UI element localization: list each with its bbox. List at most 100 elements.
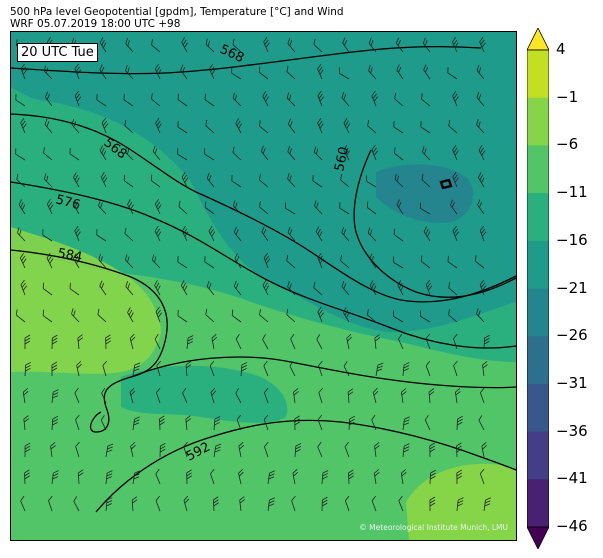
wind-barb — [105, 334, 111, 350]
wind-barb — [45, 91, 53, 107]
wind-barb — [429, 496, 436, 512]
wind-barb — [344, 441, 350, 458]
wind-barb — [393, 310, 404, 323]
wind-barb — [155, 306, 163, 323]
wind-barb — [371, 144, 378, 161]
wind-barb — [456, 469, 463, 485]
wind-barb — [182, 387, 188, 404]
colorbar-extend-max — [527, 28, 549, 51]
wind-barb — [24, 442, 31, 458]
wind-barb — [393, 121, 404, 134]
wind-barb — [287, 146, 296, 161]
wind-barb — [125, 65, 134, 80]
wind-barb — [263, 387, 269, 404]
wind-barb — [374, 334, 381, 350]
wind-barb — [483, 334, 490, 350]
wind-barb — [235, 118, 242, 134]
wind-barb — [98, 200, 107, 215]
wind-barb — [20, 495, 26, 512]
temp-band-minus-21 — [11, 32, 516, 332]
wind-barb — [372, 387, 379, 404]
wind-barb — [44, 118, 53, 134]
wind-barb — [452, 90, 459, 107]
wind-barb — [422, 146, 431, 161]
wind-barb — [204, 148, 215, 161]
wind-barb — [154, 63, 162, 80]
wind-barb — [478, 415, 485, 431]
wind-barb — [285, 202, 296, 215]
wind-barb — [74, 63, 81, 80]
wind-barb — [233, 280, 242, 296]
wind-barb — [177, 309, 188, 323]
wind-barb — [181, 225, 189, 242]
wind-barb — [429, 469, 436, 485]
wind-barb — [287, 173, 296, 188]
wind-barb — [20, 117, 27, 134]
wind-barb — [43, 147, 53, 161]
wind-barb — [371, 90, 378, 107]
wind-barb — [346, 333, 352, 350]
wind-barb — [479, 468, 485, 485]
wind-barb — [125, 38, 134, 53]
colorbar-tick-label: −6 — [556, 135, 579, 154]
wind-barb — [105, 443, 114, 458]
wind-barb — [339, 67, 350, 80]
wind-barb — [294, 443, 302, 458]
wind-barb — [124, 227, 134, 242]
wind-barb — [421, 93, 431, 107]
wind-barb — [393, 256, 404, 269]
wind-barb — [476, 91, 485, 107]
wind-barb — [367, 227, 377, 242]
wind-barb — [367, 120, 377, 134]
wind-barb — [43, 173, 53, 188]
temp-band-minus-6-west — [11, 227, 161, 374]
wind-barb — [19, 252, 27, 269]
wind-barb — [183, 441, 188, 458]
wind-barb — [286, 308, 296, 323]
colorbar-tick-label: −41 — [556, 469, 588, 488]
wind-barb — [235, 334, 242, 350]
wind-barb — [259, 309, 269, 323]
wind-barb — [347, 388, 354, 404]
wind-barb — [287, 37, 296, 53]
wind-barb — [74, 387, 80, 404]
wind-barb — [154, 334, 161, 350]
wind-barb — [482, 361, 488, 377]
wind-barb — [476, 308, 485, 323]
wind-barb — [476, 119, 485, 134]
wind-barb — [99, 64, 107, 80]
wind-barb — [371, 495, 377, 512]
wind-barb — [124, 146, 134, 161]
wind-barb — [290, 333, 296, 350]
wind-barb — [51, 361, 58, 377]
wind-barb — [232, 146, 242, 161]
wind-barb — [102, 360, 108, 377]
wind-barb — [344, 495, 350, 512]
wind-barb — [259, 201, 269, 215]
wind-barb — [186, 469, 192, 485]
colorbar-block — [527, 193, 549, 242]
wind-barb — [343, 307, 350, 323]
wind-barb — [205, 38, 215, 53]
wind-barb — [212, 496, 219, 512]
contour-568-south — [11, 113, 516, 303]
wind-barb — [15, 148, 26, 161]
wind-barb — [204, 93, 215, 107]
wind-barb — [259, 120, 269, 134]
wind-barb — [154, 280, 161, 296]
wind-barb — [292, 468, 299, 485]
wind-barb — [425, 360, 431, 377]
wind-barb — [369, 253, 377, 269]
wind-barb — [261, 226, 269, 242]
wind-barb — [75, 441, 80, 458]
wind-barb — [180, 280, 188, 296]
wind-barb — [18, 199, 26, 215]
wind-barb — [98, 254, 107, 269]
wind-barb — [159, 415, 165, 431]
wind-barb — [51, 389, 59, 404]
wind-barb — [447, 255, 458, 269]
wind-barb — [398, 333, 404, 350]
wind-barb — [239, 496, 245, 512]
wind-barb — [348, 469, 354, 485]
wind-barb — [447, 67, 458, 80]
